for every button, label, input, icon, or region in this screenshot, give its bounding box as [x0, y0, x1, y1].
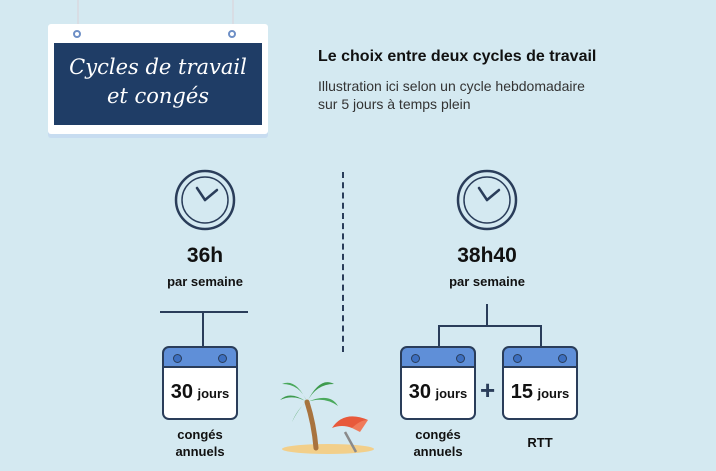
calendar-unit: jours — [537, 386, 570, 401]
calendar-icon: 30 jours — [162, 346, 238, 420]
label-line: annuels — [175, 444, 225, 459]
right-calendar-label-2: RTT — [480, 434, 600, 451]
label-line: annuels — [413, 444, 463, 459]
sign-title-line2: et congés — [106, 84, 210, 108]
label-line: congés — [415, 427, 461, 442]
calendar-number: 30 — [170, 381, 193, 403]
left-per-week: par semaine — [167, 274, 243, 289]
calendar-value: 30 jours — [402, 381, 474, 404]
right-calendar-label-1: congés annuels — [378, 426, 498, 460]
calendar-ring — [173, 354, 182, 363]
sign-board: Cycles de travail et congés — [54, 43, 262, 125]
calendar-header — [400, 346, 476, 368]
left-bracket-stem — [202, 312, 204, 348]
calendar-ring — [218, 354, 227, 363]
label-line: RTT — [527, 435, 553, 450]
calendar-ring — [513, 354, 522, 363]
right-bracket-leg-right — [540, 325, 542, 348]
left-hours: 36h — [186, 244, 224, 267]
sign-string-right — [232, 0, 234, 32]
calendar-header — [502, 346, 578, 368]
calendar-icon: 15 jours — [502, 346, 578, 420]
description-line: sur 5 jours à temps plein — [318, 96, 471, 112]
calendar-unit: jours — [435, 386, 468, 401]
description-line: Illustration ici selon un cycle hebdomad… — [318, 78, 585, 94]
calendar-value: 15 jours — [504, 381, 576, 404]
page-description: Illustration ici selon un cycle hebdomad… — [318, 77, 648, 113]
column-divider — [342, 172, 344, 352]
calendar-body: 15 jours — [502, 366, 578, 420]
clock-icon — [456, 169, 518, 231]
right-hours: 38h40 — [457, 244, 517, 267]
calendar-ring — [456, 354, 465, 363]
calendar-number: 15 — [510, 381, 533, 403]
page-heading: Le choix entre deux cycles de travail — [318, 48, 597, 65]
sign-title: Cycles de travail et congés — [54, 53, 262, 111]
sign-title-line1: Cycles de travail — [69, 55, 247, 79]
title-sign: Cycles de travail et congés — [48, 24, 268, 134]
calendar-ring — [411, 354, 420, 363]
right-bracket-stem — [486, 304, 488, 326]
right-per-week: par semaine — [449, 274, 525, 289]
calendar-number: 30 — [408, 381, 431, 403]
calendar-value: 30 jours — [164, 381, 236, 404]
calendar-icon: 30 jours — [400, 346, 476, 420]
nail-icon — [228, 30, 236, 38]
clock-icon — [174, 169, 236, 231]
left-bracket-bar — [160, 311, 248, 313]
plus-sign: + — [480, 375, 496, 405]
nail-icon — [73, 30, 81, 38]
label-line: congés — [177, 427, 223, 442]
calendar-unit: jours — [197, 386, 230, 401]
sign-string-left — [77, 0, 79, 32]
calendar-body: 30 jours — [162, 366, 238, 420]
calendar-body: 30 jours — [400, 366, 476, 420]
left-calendar-label: congés annuels — [140, 426, 260, 460]
calendar-ring — [558, 354, 567, 363]
right-bracket-bar — [438, 325, 542, 327]
palm-tree-icon — [280, 382, 374, 454]
calendar-header — [162, 346, 238, 368]
beach-umbrella-icon — [332, 416, 368, 453]
right-bracket-leg-left — [438, 325, 440, 348]
